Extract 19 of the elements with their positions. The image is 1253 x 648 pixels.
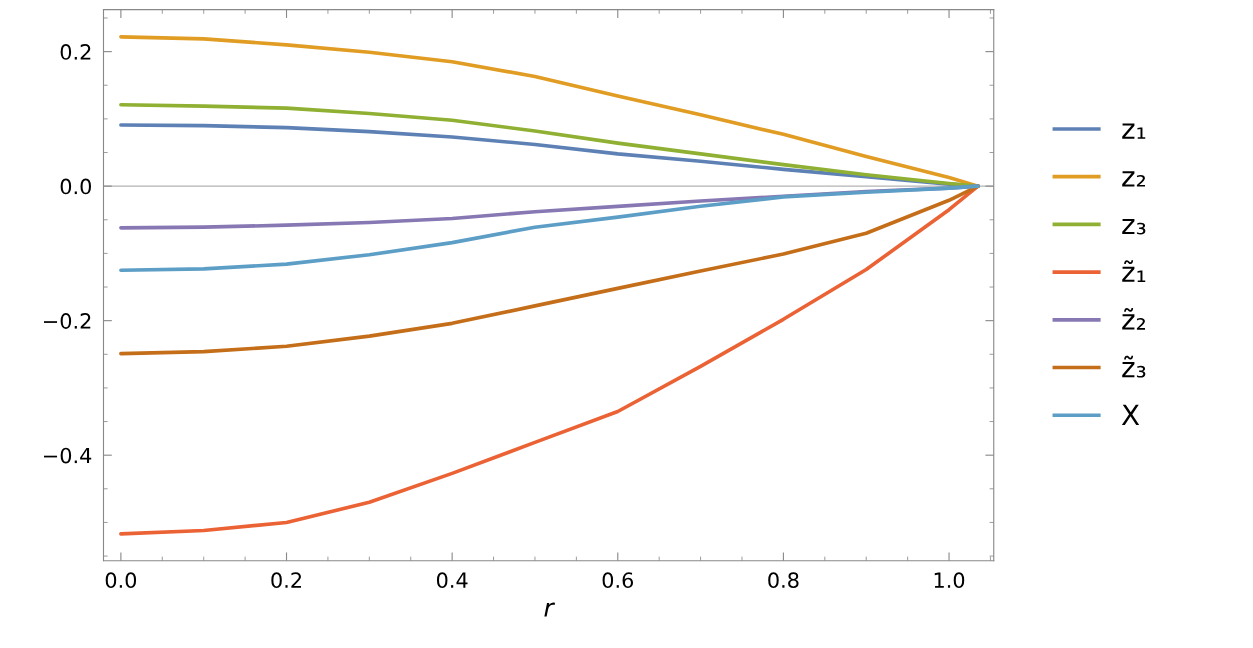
legend-label: X <box>1121 404 1140 425</box>
y-tick-label: 0.2 <box>60 44 91 60</box>
legend-label: z̃₃ <box>1122 355 1146 378</box>
x-tick-label: 0.8 <box>768 572 799 589</box>
x-tick-label: 0.2 <box>271 572 301 589</box>
y-tick-label: 0.0 <box>60 178 91 195</box>
x-axis-title: r <box>544 602 556 617</box>
line-series <box>119 184 980 273</box>
x-tick-label: 0.0 <box>105 572 137 589</box>
legend-label: z̃₁ <box>1122 260 1146 282</box>
x-tick-label: 0.6 <box>602 572 634 589</box>
y-tick-label: −0.2 <box>44 313 91 329</box>
legend-label: z₃ <box>1122 218 1146 235</box>
legend-label: z̃₂ <box>1122 307 1145 330</box>
y-tick-label: −0.4 <box>44 447 92 464</box>
x-tick-label: 1.0 <box>934 572 965 589</box>
x-tick-label: 0.4 <box>436 572 468 589</box>
legend-label: z₂ <box>1122 171 1145 187</box>
legend-label: z₁ <box>1122 123 1146 139</box>
